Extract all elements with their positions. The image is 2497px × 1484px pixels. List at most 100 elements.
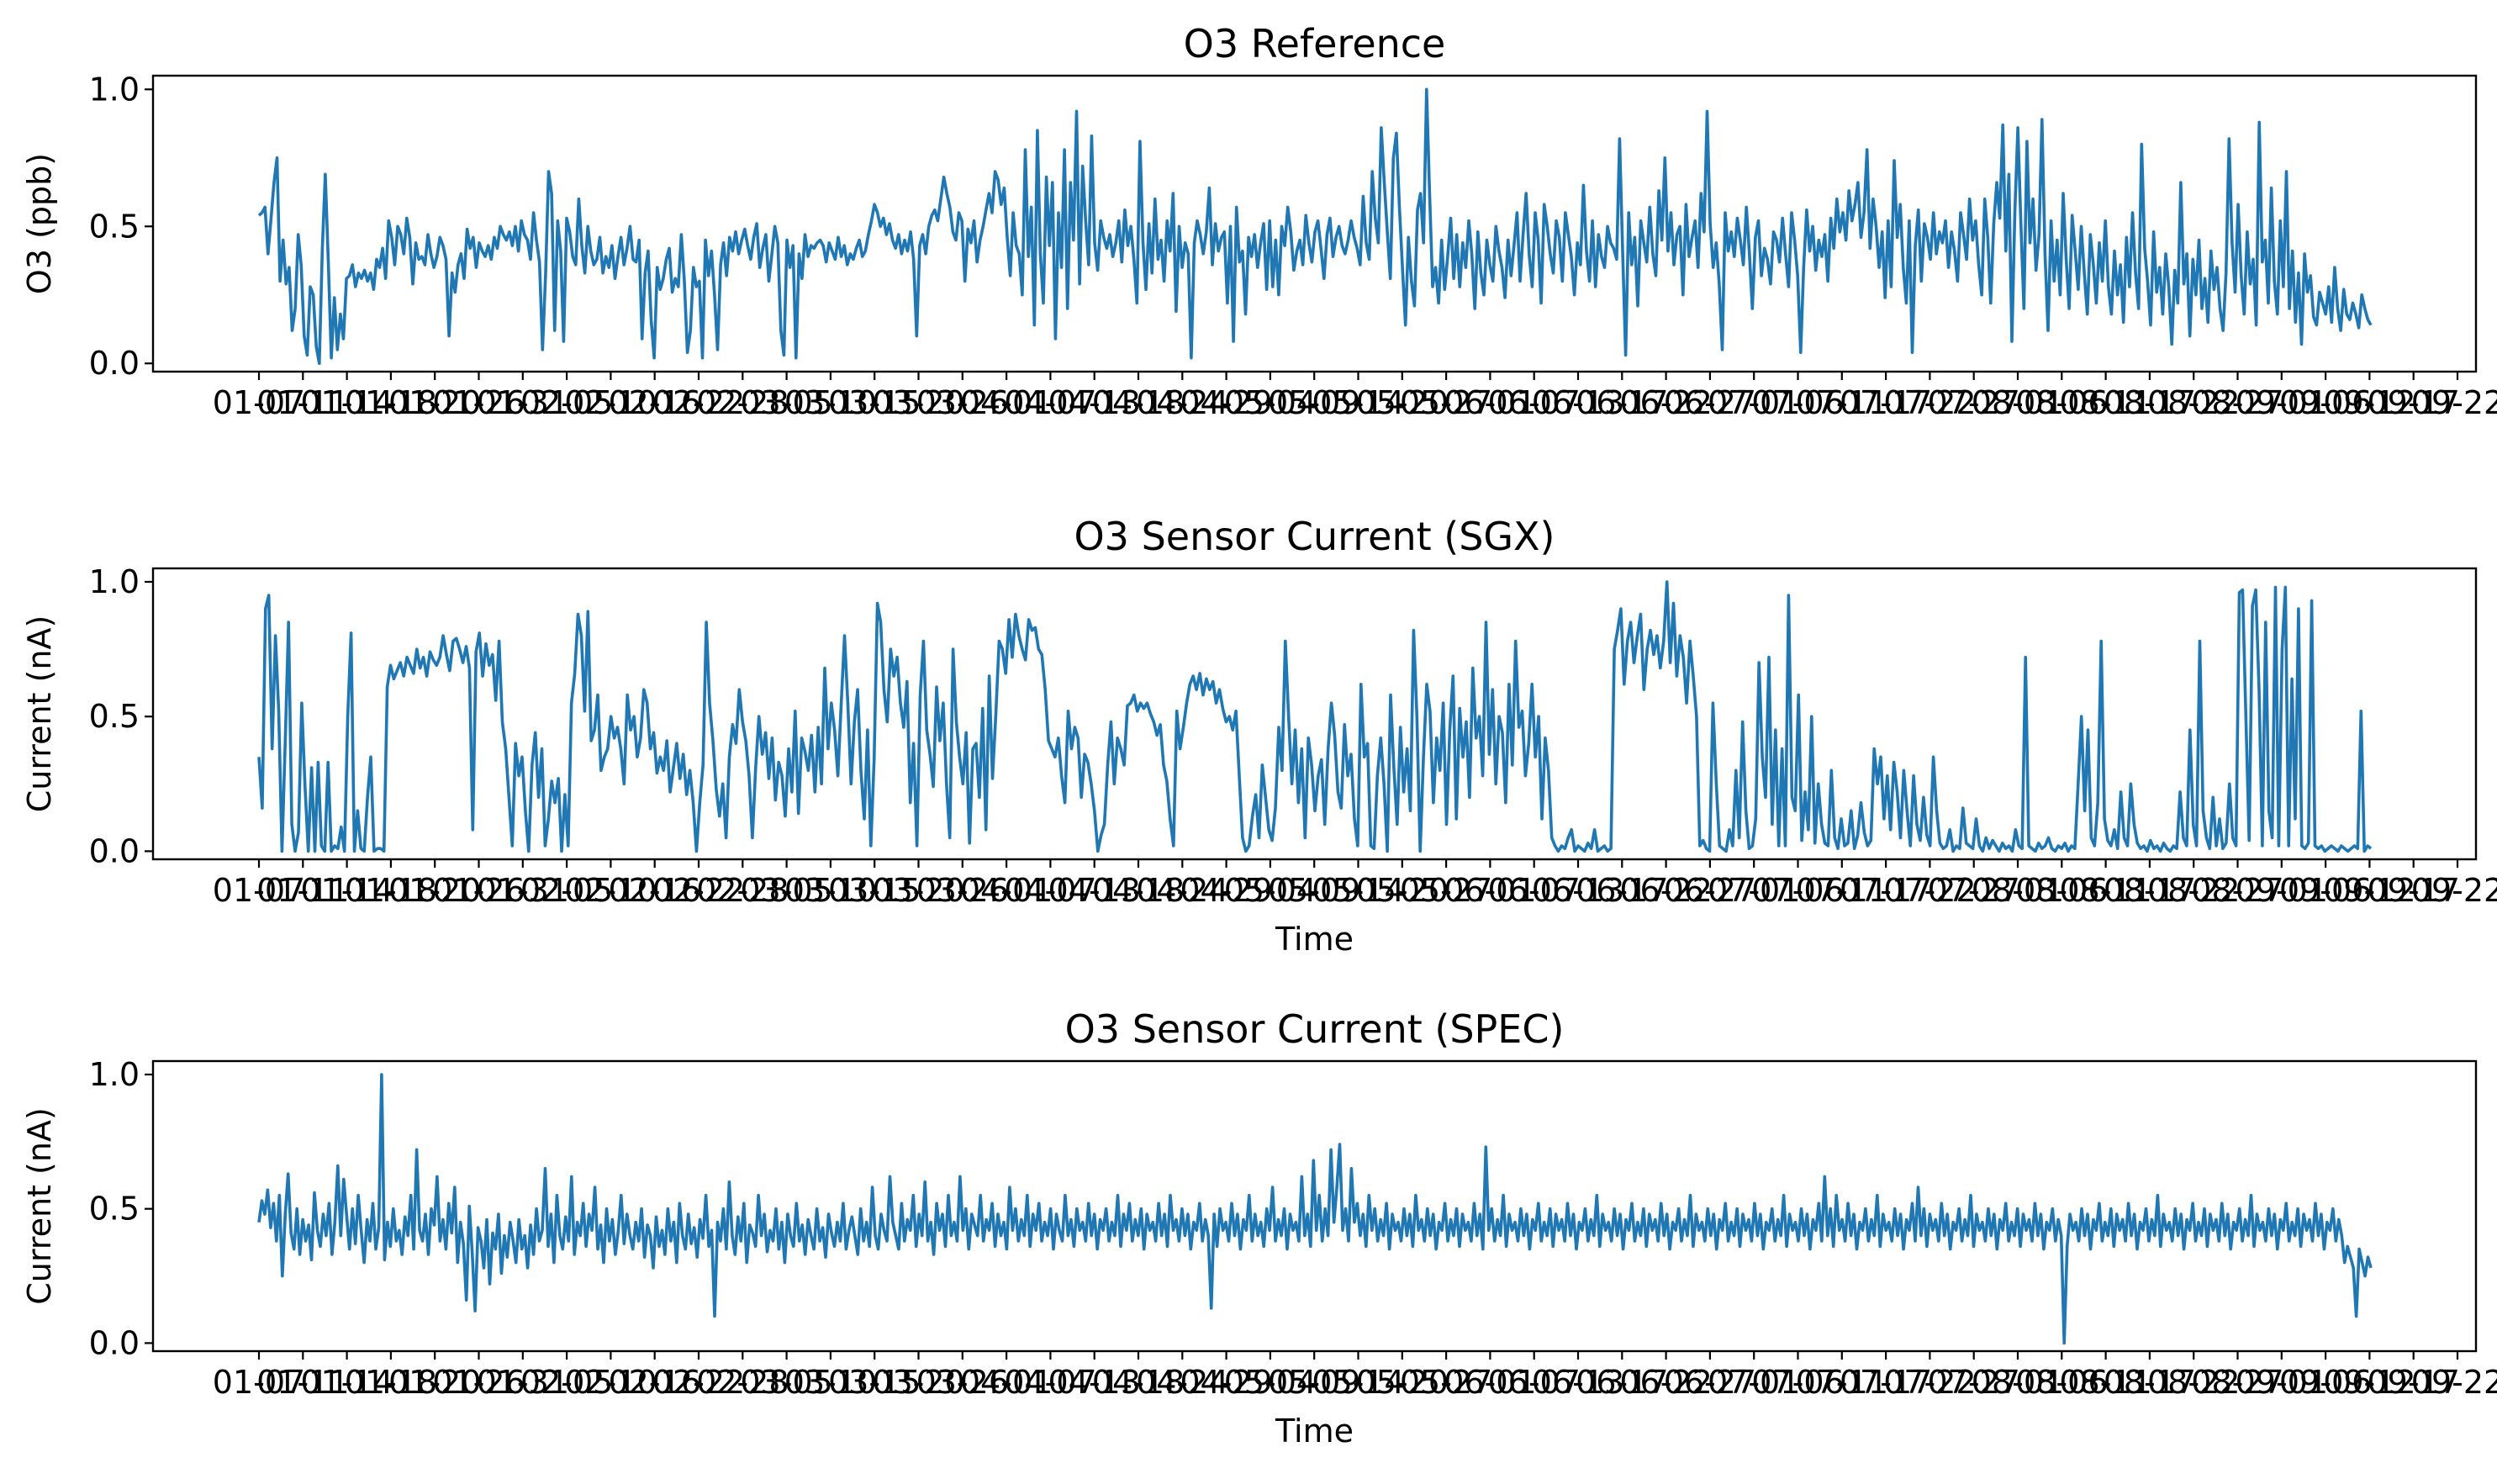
x-axis-label-2: Time bbox=[1275, 921, 1354, 958]
x-tick-label: 05-14 bbox=[1312, 872, 1404, 909]
x-tick-label: 09-06 bbox=[2279, 1364, 2372, 1401]
x-tick-label: 01-18 bbox=[345, 1364, 437, 1401]
x-tick-label: 03-20 bbox=[872, 1364, 964, 1401]
x-tick-label: 01-14 bbox=[300, 384, 393, 421]
x-tick-label: 01-31 bbox=[477, 1364, 569, 1401]
x-tick-label: 08-06 bbox=[2015, 1364, 2108, 1401]
chart-title-3: O3 Sensor Current (SPEC) bbox=[1065, 1006, 1565, 1052]
x-tick-label: 08-06 bbox=[2015, 872, 2108, 909]
x-tick-label: 07-27 bbox=[1927, 1364, 2019, 1401]
x-tick-label: 06-27 bbox=[1664, 872, 1756, 909]
x-tick-label: 09-06 bbox=[2279, 872, 2372, 909]
x-tick-label: 02-05 bbox=[520, 384, 613, 421]
x-tick-label: 02-16 bbox=[608, 872, 700, 909]
x-tick-label: 07-22 bbox=[1883, 1364, 1976, 1401]
x-tick-label: 02-22 bbox=[652, 384, 745, 421]
x-tick-label: 07-17 bbox=[1840, 1364, 1932, 1401]
x-tick-label: 08-17 bbox=[2104, 384, 2196, 421]
x-tick-label: 07-11 bbox=[1796, 1364, 1888, 1401]
x-tick-label: 07-01 bbox=[1708, 1364, 1800, 1401]
x-tick-label: 08-27 bbox=[2191, 872, 2283, 909]
x-tick-label: 03-20 bbox=[872, 872, 964, 909]
x-tick-label: 04-01 bbox=[960, 872, 1053, 909]
y-tick-label: 1.0 bbox=[89, 71, 140, 108]
x-tick-label: 09-22 bbox=[2411, 1364, 2497, 1401]
x-tick-label: 04-13 bbox=[1048, 1364, 1140, 1401]
x-tick-label: 08-22 bbox=[2147, 384, 2240, 421]
x-tick-label: 03-15 bbox=[828, 384, 921, 421]
x-tick-label: 05-09 bbox=[1268, 384, 1360, 421]
x-tick-label: 07-11 bbox=[1796, 872, 1888, 909]
y-axis-label-3: Current (nA) bbox=[21, 1107, 58, 1305]
x-tick-label: 01-20 bbox=[388, 384, 481, 421]
x-tick-label: 06-17 bbox=[1576, 1364, 1668, 1401]
x-tick-label: 07-17 bbox=[1840, 384, 1932, 421]
x-tick-label: 07-11 bbox=[1796, 384, 1888, 421]
x-tick-label: 03-10 bbox=[784, 872, 877, 909]
x-tick-label: 06-27 bbox=[1664, 1364, 1756, 1401]
x-tick-label: 08-27 bbox=[2191, 1364, 2283, 1401]
x-tick-label: 07-17 bbox=[1840, 872, 1932, 909]
x-tick-label: 07-01 bbox=[1708, 872, 1800, 909]
x-tick-label: 04-07 bbox=[1004, 1364, 1096, 1401]
x-tick-label: 06-17 bbox=[1576, 872, 1668, 909]
y-tick-label: 0.0 bbox=[89, 832, 140, 869]
x-tick-label: 03-15 bbox=[828, 872, 921, 909]
series-line-2-1 bbox=[257, 580, 2373, 853]
x-tick-label: 07-22 bbox=[1883, 384, 1976, 421]
x-tick-label: 04-07 bbox=[1004, 872, 1096, 909]
axes-frame-1 bbox=[151, 74, 2478, 373]
x-tick-label: 08-11 bbox=[2059, 384, 2151, 421]
x-tick-label: 01-07 bbox=[213, 872, 305, 909]
y-axis-label-1: O3 (ppb) bbox=[21, 153, 58, 294]
x-tick-label: 09-22 bbox=[2411, 384, 2497, 421]
x-tick-label: 06-13 bbox=[1532, 872, 1624, 909]
x-tick-label: 01-20 bbox=[388, 872, 481, 909]
x-tick-label: 05-04 bbox=[1224, 384, 1317, 421]
x-tick-label: 08-27 bbox=[2191, 384, 2283, 421]
series-line-3-1 bbox=[257, 1073, 2373, 1345]
x-tick-label: 08-01 bbox=[1972, 384, 2064, 421]
x-tick-label: 03-26 bbox=[916, 1364, 1009, 1401]
x-tick-label: 06-01 bbox=[1444, 872, 1536, 909]
x-tick-label: 07-27 bbox=[1927, 872, 2019, 909]
x-tick-label: 06-17 bbox=[1576, 384, 1668, 421]
x-tick-label: 08-17 bbox=[2104, 872, 2196, 909]
x-tick-label: 02-28 bbox=[696, 872, 789, 909]
x-tick-label: 09-01 bbox=[2236, 872, 2328, 909]
y-tick-label: 1.0 bbox=[89, 563, 140, 600]
x-tick-label: 03-10 bbox=[784, 1364, 877, 1401]
x-tick-label: 08-17 bbox=[2104, 1364, 2196, 1401]
x-tick-label: 05-04 bbox=[1224, 872, 1317, 909]
x-tick-label: 04-29 bbox=[1180, 384, 1272, 421]
x-tick-label: 06-27 bbox=[1664, 384, 1756, 421]
x-tick-label: 09-22 bbox=[2411, 872, 2497, 909]
x-tick-label: 05-09 bbox=[1268, 1364, 1360, 1401]
x-tick-label: 05-04 bbox=[1224, 1364, 1317, 1401]
x-tick-label: 01-11 bbox=[256, 872, 349, 909]
x-tick-label: 04-18 bbox=[1092, 872, 1185, 909]
x-tick-label: 01-07 bbox=[213, 1364, 305, 1401]
x-tick-label: 05-20 bbox=[1356, 384, 1449, 421]
x-tick-label: 03-10 bbox=[784, 384, 877, 421]
x-tick-label: 04-01 bbox=[960, 1364, 1053, 1401]
x-tick-label: 02-10 bbox=[564, 384, 657, 421]
x-tick-label: 02-10 bbox=[564, 872, 657, 909]
x-tick-label: 07-01 bbox=[1708, 384, 1800, 421]
x-tick-label: 01-26 bbox=[432, 384, 525, 421]
x-tick-label: 09-12 bbox=[2323, 872, 2415, 909]
x-tick-label: 01-18 bbox=[345, 872, 437, 909]
x-tick-label: 05-20 bbox=[1356, 1364, 1449, 1401]
x-tick-label: 07-06 bbox=[1751, 872, 1844, 909]
x-tick-label: 07-22 bbox=[1883, 872, 1976, 909]
chart-title-1: O3 Reference bbox=[1184, 21, 1446, 66]
x-tick-label: 04-18 bbox=[1092, 384, 1185, 421]
x-tick-label: 06-22 bbox=[1619, 384, 1712, 421]
x-tick-label: 03-26 bbox=[916, 384, 1009, 421]
x-tick-label: 09-12 bbox=[2323, 1364, 2415, 1401]
x-tick-label: 02-05 bbox=[520, 1364, 613, 1401]
x-tick-label: 08-06 bbox=[2015, 384, 2108, 421]
x-tick-label: 05-27 bbox=[1400, 384, 1492, 421]
x-tick-label: 03-05 bbox=[740, 872, 832, 909]
y-tick-label: 0.5 bbox=[89, 208, 140, 245]
